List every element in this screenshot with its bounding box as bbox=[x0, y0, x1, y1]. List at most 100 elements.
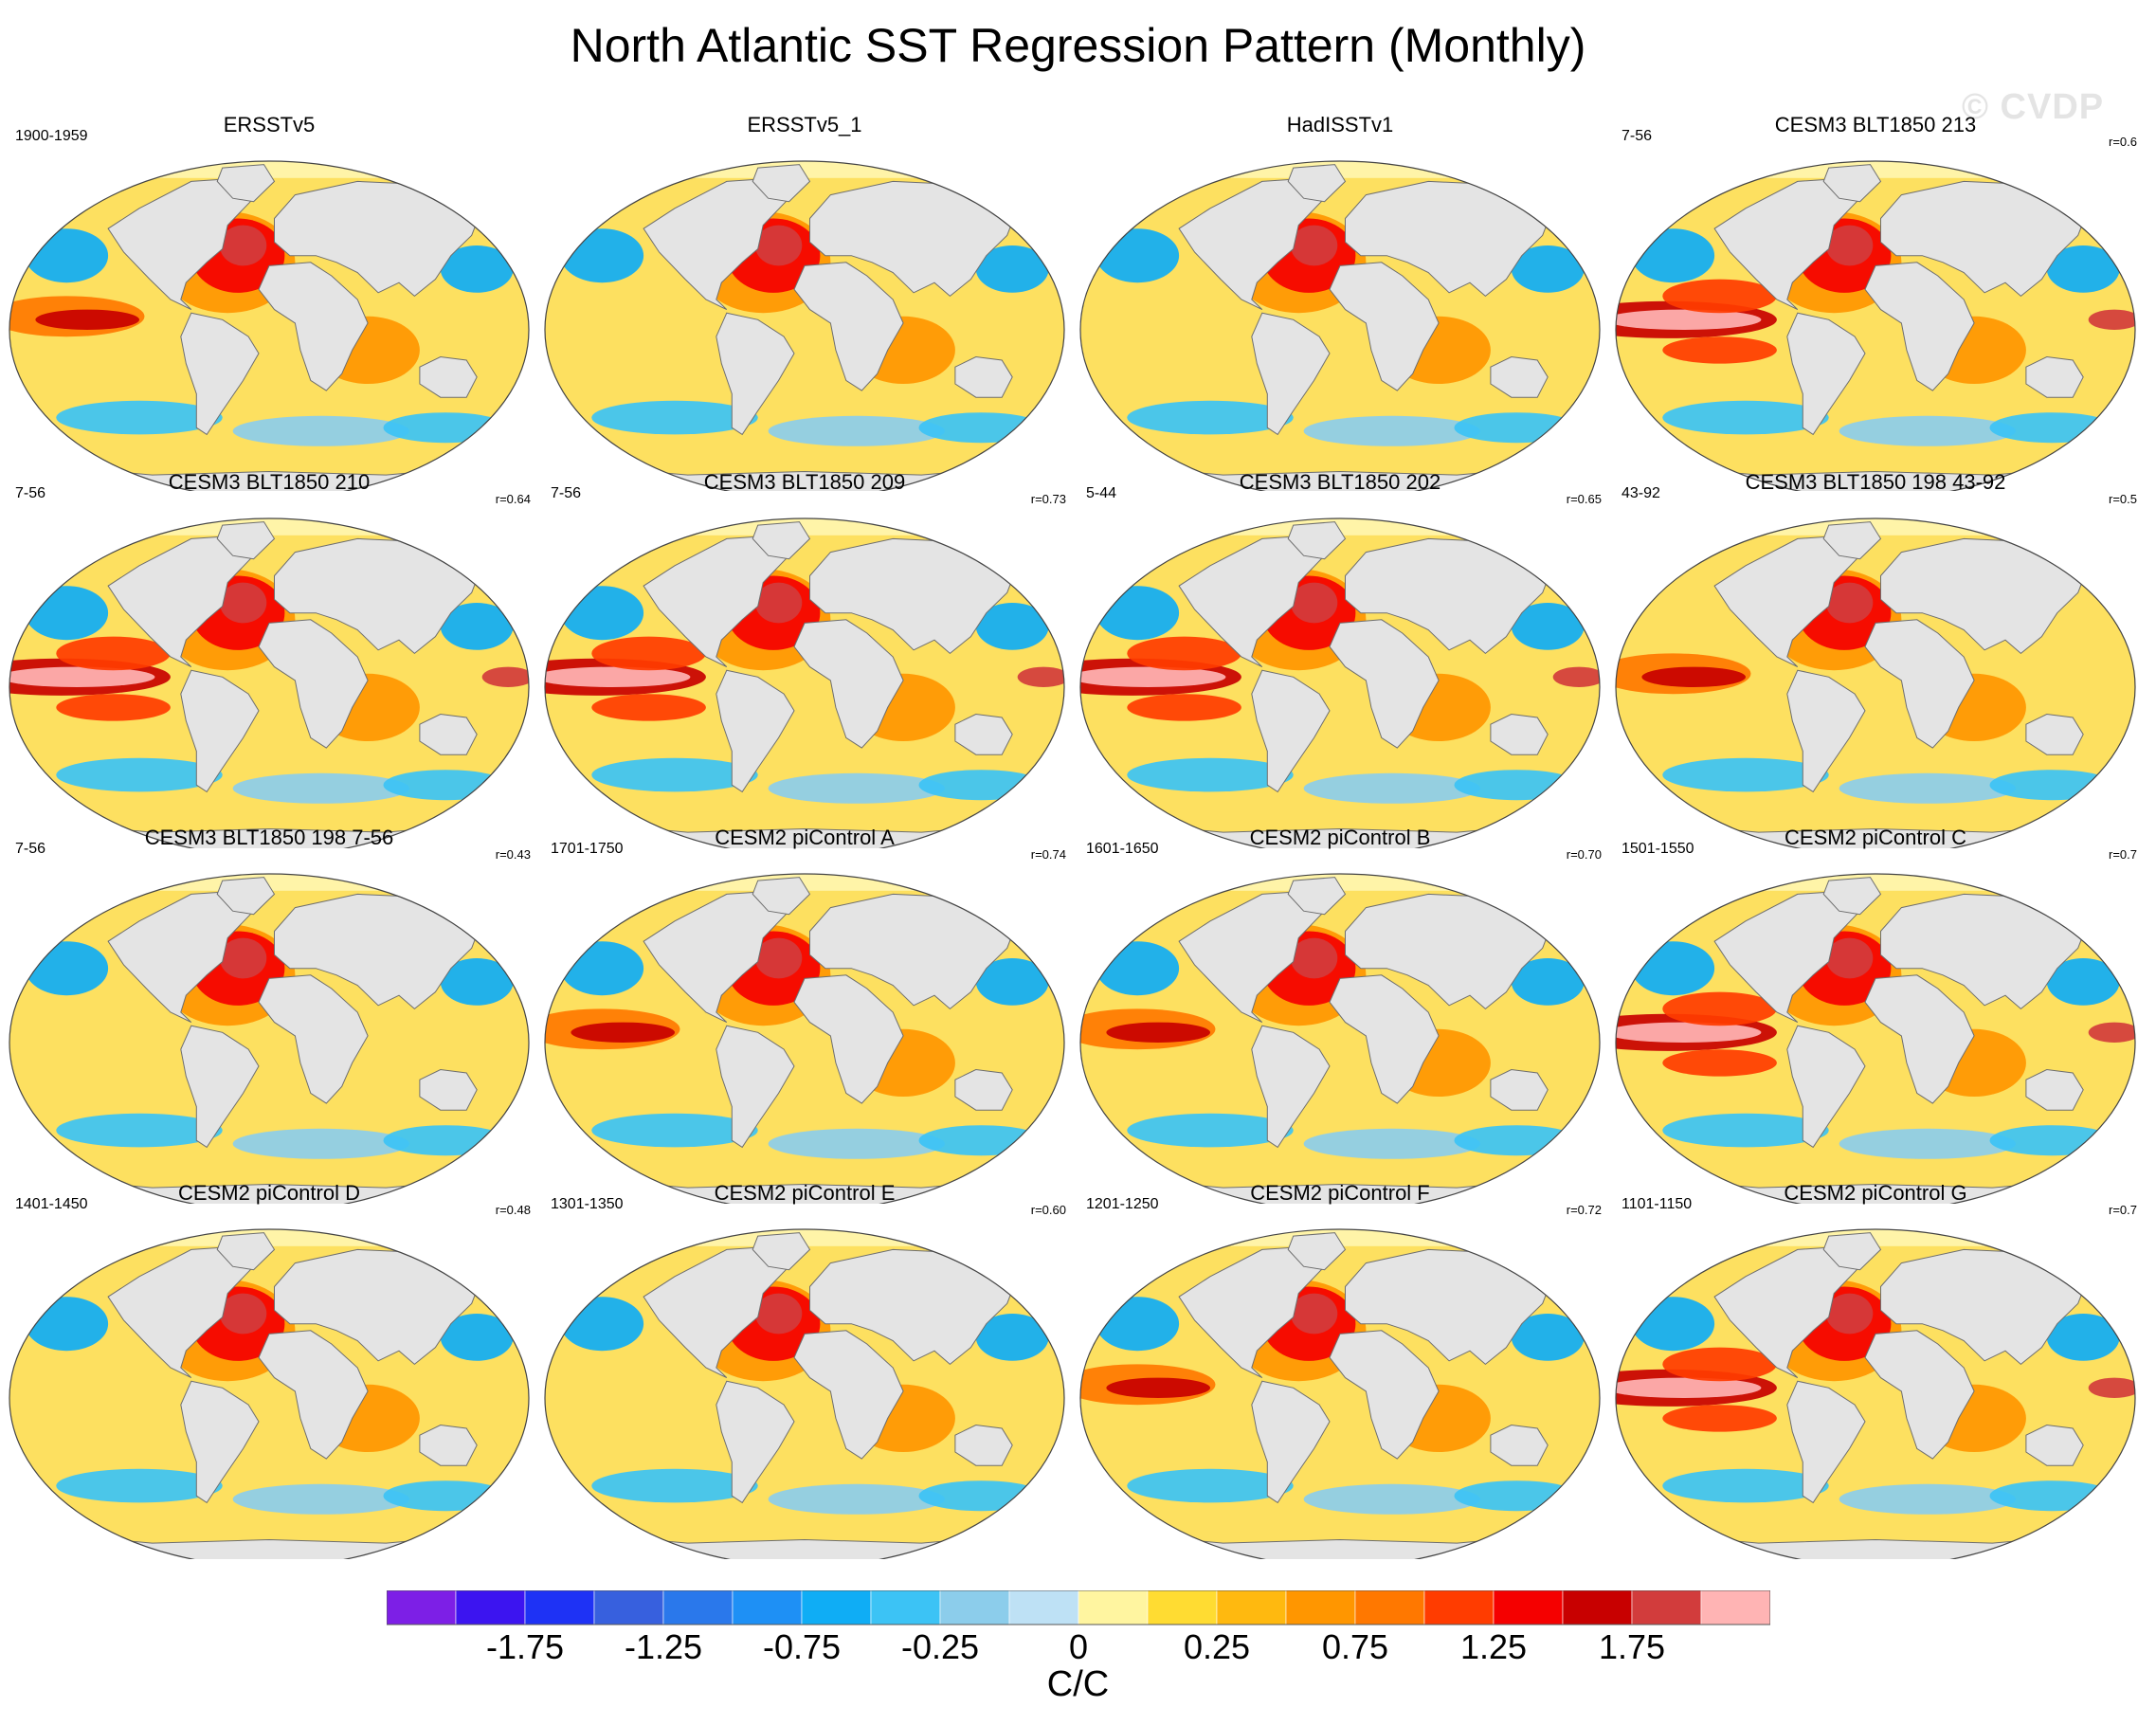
anomaly-blob bbox=[1290, 225, 1338, 266]
colorbar-tick-label: 0.75 bbox=[1322, 1627, 1388, 1666]
map-svg bbox=[544, 873, 1065, 1204]
landmass-south-america bbox=[180, 1025, 260, 1149]
map-svg bbox=[9, 518, 530, 848]
landmass-australia bbox=[419, 1068, 478, 1111]
map-outline bbox=[1615, 160, 2136, 491]
panel-correlation: r=0.65 bbox=[1566, 492, 1602, 506]
landmass-south-america bbox=[1786, 669, 1866, 793]
anomaly-blob bbox=[1127, 1113, 1294, 1148]
anomaly-blob bbox=[440, 603, 514, 650]
anomaly-blob bbox=[25, 228, 109, 283]
landmass-africa bbox=[258, 262, 369, 391]
anomaly-blob bbox=[1825, 225, 1874, 266]
anomaly-blob bbox=[1290, 937, 1338, 979]
map-svg bbox=[1079, 873, 1601, 1204]
landmass-south-america bbox=[1786, 1025, 1866, 1149]
anomaly-blob bbox=[56, 1113, 223, 1148]
anomaly-blob bbox=[481, 666, 529, 688]
colorbar-tick-label: 1.25 bbox=[1460, 1627, 1527, 1666]
panel-time-range: 7-56 bbox=[1622, 128, 1653, 144]
landmass-south-america bbox=[1251, 1025, 1331, 1149]
anomaly-blob bbox=[1303, 415, 1480, 446]
anomaly-blob bbox=[440, 245, 514, 293]
map-svg bbox=[9, 1228, 530, 1559]
landmass-south-america bbox=[180, 669, 260, 793]
anomaly-blob bbox=[25, 586, 109, 641]
anomaly-blob bbox=[1454, 770, 1580, 801]
landmass-australia bbox=[954, 355, 1013, 398]
panel-time-range: 1301-1350 bbox=[551, 1196, 624, 1212]
anomaly-blob bbox=[1127, 757, 1294, 792]
anomaly-blob bbox=[2088, 1377, 2135, 1399]
landmass-africa bbox=[1329, 619, 1440, 749]
anomaly-blob bbox=[975, 1314, 1049, 1361]
map-outline bbox=[1615, 1228, 2136, 1559]
anomaly-blob bbox=[1616, 1377, 1762, 1399]
anomaly-blob bbox=[918, 412, 1044, 444]
anomaly-blob bbox=[1989, 412, 2115, 444]
panel-correlation: r=0.5 bbox=[2109, 492, 2137, 506]
anomaly-blob bbox=[1839, 1483, 2016, 1515]
panel-title: CESM2 piControl G bbox=[1784, 1181, 1967, 1205]
panel-title: CESM2 piControl E bbox=[714, 1181, 896, 1205]
colorbar-svg: -1.75 -1.25 -0.75 -0.25 0 0.25 0.75 1.25 1.75 bbox=[387, 1590, 1770, 1666]
anomaly-blob bbox=[1303, 772, 1480, 804]
panel-title: CESM3 BLT1850 210 bbox=[168, 470, 371, 494]
landmass-greenland bbox=[216, 164, 276, 203]
map-panel: CESM3 BLT1850 213 7-56 r=0.6 bbox=[1606, 112, 2145, 491]
panel-title: CESM2 piControl B bbox=[1249, 826, 1431, 849]
map-outline bbox=[544, 1228, 1065, 1559]
anomaly-blob bbox=[1662, 279, 1777, 314]
anomaly-blob bbox=[768, 415, 945, 446]
map-outline bbox=[1079, 160, 1601, 491]
anomaly-blob bbox=[1096, 586, 1180, 641]
landmass-africa bbox=[1864, 1330, 1975, 1460]
anomaly-blob bbox=[2046, 245, 2120, 293]
map-outline bbox=[9, 1228, 530, 1559]
panel-title: ERSSTv5 bbox=[223, 113, 316, 136]
landmass-greenland bbox=[752, 521, 811, 560]
panel-correlation: r=0.60 bbox=[1030, 1203, 1066, 1217]
anomaly-blob bbox=[232, 1483, 409, 1515]
anomaly-blob bbox=[219, 1293, 267, 1335]
panel-correlation: r=0.7 bbox=[2109, 1203, 2137, 1217]
map-panel: ERSSTv5 1900-1959 bbox=[0, 112, 538, 491]
map-outline bbox=[1615, 518, 2136, 848]
landmass-greenland bbox=[1287, 164, 1347, 203]
landmass-australia bbox=[419, 355, 478, 398]
landmass-australia bbox=[419, 1424, 478, 1466]
panel-title: CESM2 piControl F bbox=[1250, 1181, 1430, 1205]
anomaly-blob bbox=[1616, 1022, 1762, 1044]
anomaly-blob bbox=[232, 772, 409, 804]
panel-correlation: r=0.74 bbox=[1030, 847, 1066, 862]
anomaly-blob bbox=[754, 582, 803, 624]
landmass-australia bbox=[1490, 713, 1549, 755]
landmass-africa bbox=[793, 262, 904, 391]
anomaly-blob bbox=[768, 1128, 945, 1159]
landmass-greenland bbox=[216, 521, 276, 560]
anomaly-blob bbox=[975, 958, 1049, 1006]
map-svg bbox=[544, 1228, 1065, 1559]
landmass-greenland bbox=[216, 877, 276, 916]
colorbar-segment bbox=[1147, 1590, 1218, 1625]
anomaly-blob bbox=[1839, 415, 2016, 446]
anomaly-blob bbox=[1839, 772, 2016, 804]
anomaly-blob bbox=[1454, 412, 1580, 444]
panel-correlation: r=0.6 bbox=[2109, 135, 2137, 149]
anomaly-blob bbox=[1127, 694, 1241, 721]
anomaly-blob bbox=[1127, 636, 1241, 671]
anomaly-blob bbox=[591, 636, 706, 671]
anomaly-blob bbox=[25, 1297, 109, 1352]
map-panel: CESM2 piControl E 1301-1350 r=0.60 bbox=[535, 1180, 1074, 1559]
anomaly-blob bbox=[1106, 1022, 1210, 1043]
landmass-south-america bbox=[180, 312, 260, 436]
anomaly-blob bbox=[1454, 1125, 1580, 1156]
panel-time-range: 1900-1959 bbox=[15, 128, 88, 144]
colorbar-frame bbox=[387, 1590, 1770, 1625]
anomaly-blob bbox=[591, 1113, 758, 1148]
map-outline bbox=[9, 160, 530, 491]
landmass-south-america bbox=[1786, 1380, 1866, 1504]
landmass-africa bbox=[1329, 262, 1440, 391]
panel-title: CESM2 piControl A bbox=[715, 826, 895, 849]
map-outline bbox=[9, 518, 530, 848]
